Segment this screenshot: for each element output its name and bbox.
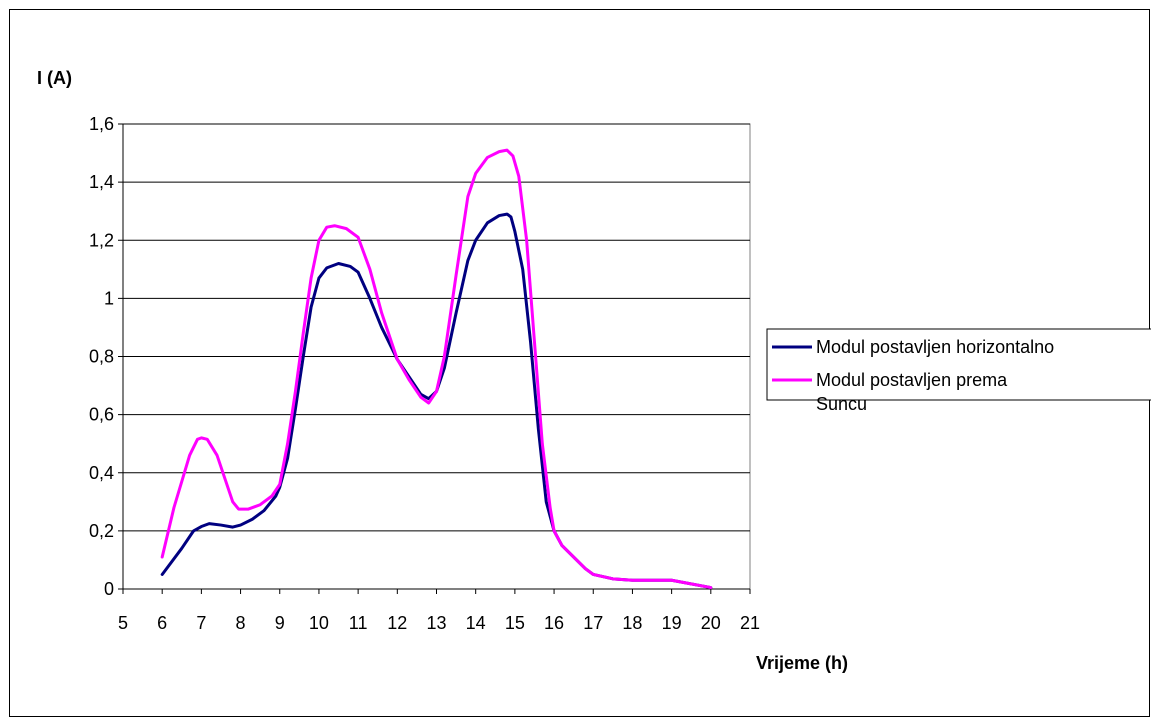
x-tick-labels: 5 6 7 8 9 10 11 12 13 14 15 16 17 18 19 20 21	[118, 613, 760, 633]
x-tick-label: 20	[701, 613, 721, 633]
y-tick-labels: 0 0,2 0,4 0,6 0,8 1 1,2 1,4 1,6	[89, 114, 114, 599]
x-axis-title: Vrijeme (h)	[756, 653, 848, 673]
x-tick-label: 8	[236, 613, 246, 633]
x-tick-label: 18	[622, 613, 642, 633]
legend-label-line-1: Modul postavljen prema	[816, 370, 1008, 390]
y-tick-label: 1	[104, 288, 114, 308]
x-tick-label: 11	[349, 613, 368, 633]
y-tick-label: 1,6	[89, 114, 114, 134]
y-tick-label: 1,2	[89, 230, 114, 250]
legend-label-line-2: Suncu	[816, 394, 867, 414]
x-tick-label: 7	[196, 613, 206, 633]
x-tick-label: 6	[157, 613, 167, 633]
y-tick-label: 0,2	[89, 521, 114, 541]
x-tick-label: 5	[118, 613, 128, 633]
x-tick-label: 12	[387, 613, 407, 633]
x-tick-label: 14	[466, 613, 486, 633]
axes	[118, 123, 751, 594]
x-tick-label: 17	[583, 613, 603, 633]
legend-label-prema-suncu: Modul postavljen prema Suncu	[816, 370, 1012, 414]
y-tick-label: 0,4	[89, 463, 114, 483]
x-tick-label: 15	[505, 613, 525, 633]
y-tick-label: 1,4	[89, 172, 114, 192]
legend-box	[766, 328, 1151, 401]
legend: Modul postavljen horizontalno Modul post…	[766, 328, 1151, 414]
y-axis-title: I (A)	[37, 68, 72, 88]
y-tick-label: 0,6	[89, 405, 114, 425]
x-tick-label: 9	[275, 613, 285, 633]
gridlines	[123, 123, 750, 532]
y-tick-label: 0	[104, 579, 114, 599]
legend-label-horizontalno: Modul postavljen horizontalno	[816, 337, 1054, 357]
x-tick-label: 16	[544, 613, 564, 633]
series-line-prema-suncu	[160, 148, 713, 590]
x-tick-label: 10	[309, 613, 329, 633]
x-tick-label: 21	[740, 613, 760, 633]
x-tick-label: 13	[426, 613, 446, 633]
series-lines	[160, 148, 713, 590]
y-tick-label: 0,8	[89, 347, 114, 367]
x-tick-label: 19	[662, 613, 682, 633]
